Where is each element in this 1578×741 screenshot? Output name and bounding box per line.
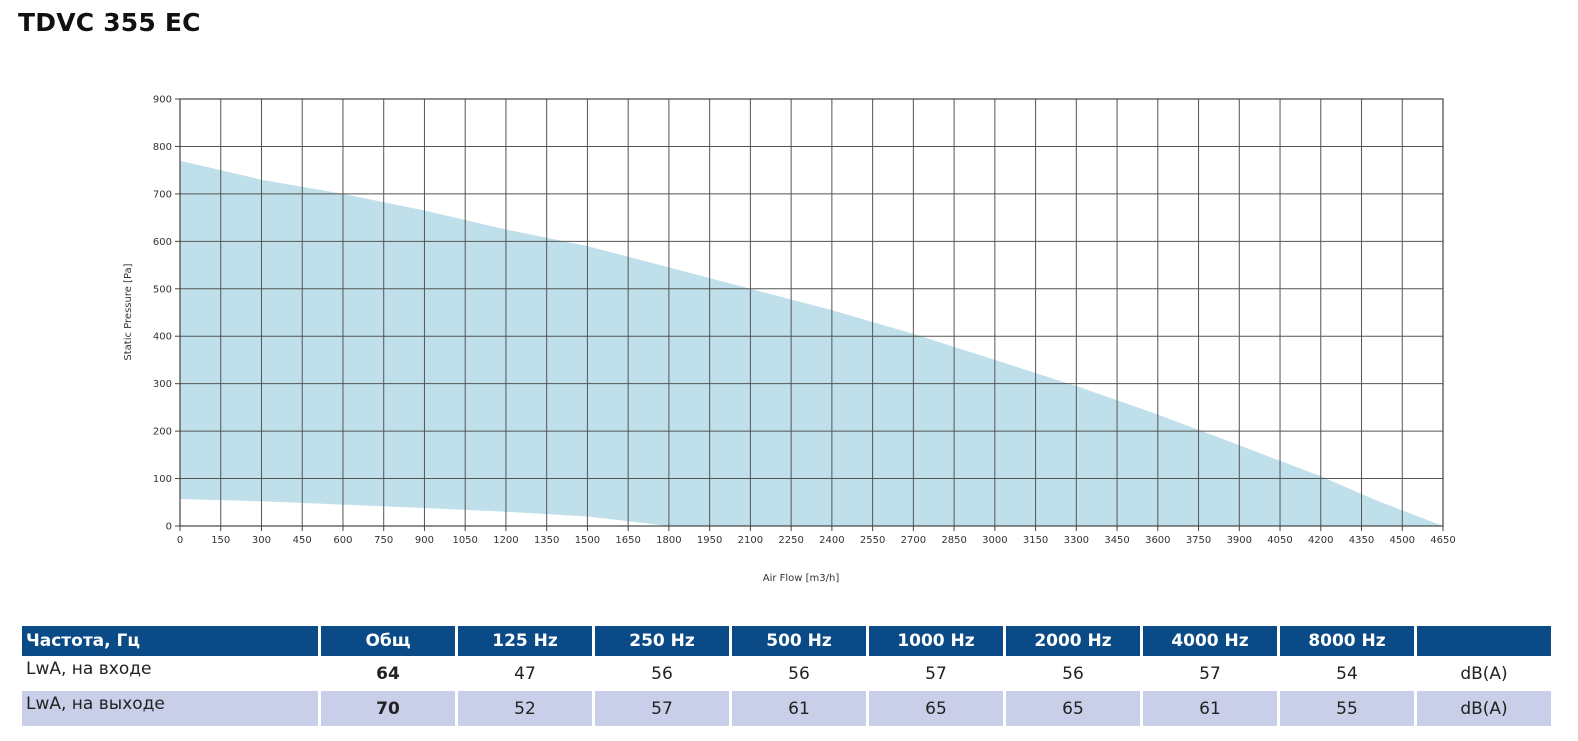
table-header-row: Частота, Гц Общ 125 Hz 250 Hz 500 Hz 100… (22, 626, 1551, 656)
x-tick-label: 450 (293, 535, 312, 546)
x-tick-label: 4500 (1390, 535, 1415, 546)
y-tick-label: 100 (153, 474, 172, 485)
x-tick-label: 300 (252, 535, 271, 546)
x-tick-label: 3300 (1064, 535, 1089, 546)
unit-cell: dB(A) (1417, 691, 1551, 726)
y-tick-label: 0 (166, 522, 172, 533)
x-tick-label: 1650 (615, 535, 640, 546)
performance-chart: 0 150 300 450 600 750 900 1050 1200 1350 1500 1650 1… (123, 95, 1456, 585)
x-tick-label: 3600 (1145, 535, 1170, 546)
x-tick-label: 1050 (452, 535, 477, 546)
x-tick-label: 150 (211, 535, 230, 546)
total-value: 64 (321, 656, 455, 691)
x-tick-label: 2100 (738, 535, 763, 546)
y-tick-label: 800 (153, 142, 172, 153)
header-500hz: 500 Hz (732, 626, 866, 656)
y-tick-label: 500 (153, 284, 172, 295)
x-tick-label: 4350 (1349, 535, 1374, 546)
x-axis-label: Air Flow [m3/h] (763, 573, 840, 584)
band-value: 61 (1143, 691, 1277, 726)
product-title: TDVC 355 EC (18, 8, 201, 37)
x-tick-label: 1500 (575, 535, 600, 546)
band-value: 56 (732, 656, 866, 691)
x-tick-label: 2250 (778, 535, 803, 546)
x-tick-label: 2700 (901, 535, 926, 546)
x-tick-label: 600 (333, 535, 352, 546)
x-tick-label: 750 (374, 535, 393, 546)
x-tick-label: 3450 (1104, 535, 1129, 546)
header-frequency: Частота, Гц (22, 626, 318, 656)
header-total: Общ (321, 626, 455, 656)
band-value: 56 (1006, 656, 1140, 691)
header-4000hz: 4000 Hz (1143, 626, 1277, 656)
x-tick-label: 4050 (1267, 535, 1292, 546)
x-tick-label: 3000 (982, 535, 1007, 546)
y-axis-label: Static Pressure [Pa] (123, 263, 134, 360)
y-tick-label: 400 (153, 332, 172, 343)
header-8000hz: 8000 Hz (1280, 626, 1414, 656)
y-tick-label: 200 (153, 427, 172, 438)
row-label: LwA, на выходе (22, 691, 318, 726)
x-tick-label: 4200 (1308, 535, 1333, 546)
x-tick-label: 3900 (1227, 535, 1252, 546)
x-tick-label: 2400 (819, 535, 844, 546)
band-value: 54 (1280, 656, 1414, 691)
x-tick-label: 2850 (941, 535, 966, 546)
y-tick-label: 300 (153, 379, 172, 390)
x-tick-label: 0 (177, 535, 183, 546)
band-value: 65 (869, 691, 1003, 726)
x-tick-label: 1950 (697, 535, 722, 546)
total-value: 70 (321, 691, 455, 726)
x-tick-label: 900 (415, 535, 434, 546)
header-125hz: 125 Hz (458, 626, 592, 656)
band-value: 57 (1143, 656, 1277, 691)
header-unit (1417, 626, 1551, 656)
operating-area (180, 160, 1443, 526)
y-tick-label: 600 (153, 237, 172, 248)
table-row-inlet: LwA, на входе 64 47 56 56 57 56 57 54 dB… (22, 656, 1551, 691)
header-2000hz: 2000 Hz (1006, 626, 1140, 656)
row-label: LwA, на входе (22, 656, 318, 691)
noise-table: Частота, Гц Общ 125 Hz 250 Hz 500 Hz 100… (19, 626, 1554, 726)
x-tick-label: 4650 (1430, 535, 1455, 546)
band-value: 55 (1280, 691, 1414, 726)
header-1000hz: 1000 Hz (869, 626, 1003, 656)
table-row-outlet: LwA, на выходе 70 52 57 61 65 65 61 55 d… (22, 691, 1551, 726)
band-value: 61 (732, 691, 866, 726)
plot-frame (179, 98, 1444, 527)
x-tick-label: 3150 (1023, 535, 1048, 546)
band-value: 47 (458, 656, 592, 691)
header-250hz: 250 Hz (595, 626, 729, 656)
unit-cell: dB(A) (1417, 656, 1551, 691)
x-tick-label: 2550 (860, 535, 885, 546)
band-value: 57 (595, 691, 729, 726)
band-value: 56 (595, 656, 729, 691)
band-value: 65 (1006, 691, 1140, 726)
y-tick-label: 900 (153, 95, 172, 106)
x-tick-label: 1350 (534, 535, 559, 546)
x-tick-label: 1200 (493, 535, 518, 546)
y-tick-label: 700 (153, 189, 172, 200)
band-value: 52 (458, 691, 592, 726)
x-tick-label: 3750 (1186, 535, 1211, 546)
band-value: 57 (869, 656, 1003, 691)
x-tick-label: 1800 (656, 535, 681, 546)
